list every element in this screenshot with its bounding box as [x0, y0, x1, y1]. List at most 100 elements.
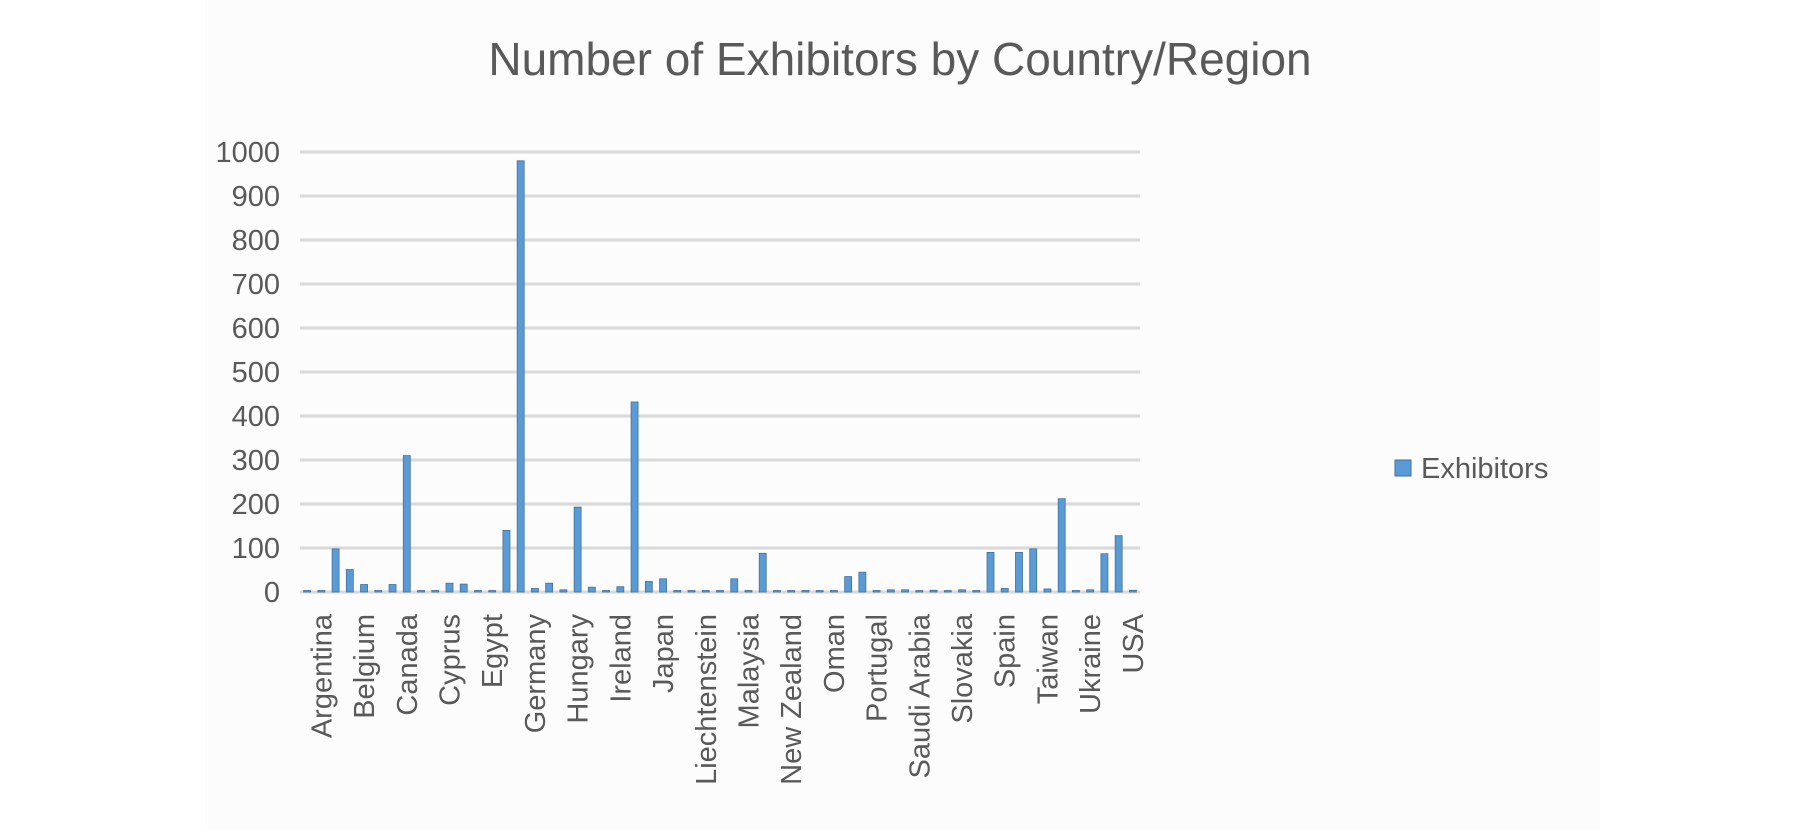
bar	[829, 590, 838, 593]
bar	[958, 589, 966, 593]
bar	[943, 590, 952, 593]
bar	[488, 590, 497, 593]
bar	[345, 569, 354, 593]
x-tick-label: USA	[1118, 613, 1150, 673]
bar	[402, 455, 411, 593]
bar	[730, 578, 739, 593]
bar	[559, 589, 568, 593]
bar	[901, 589, 909, 593]
bar	[787, 590, 796, 593]
bar	[701, 590, 710, 593]
bar	[417, 590, 425, 593]
x-tick-label: Cyprus	[434, 614, 466, 706]
bar	[431, 590, 440, 593]
bar	[915, 590, 924, 593]
bar-chart: Number of Exhibitors by Country/Region 0…	[215, 33, 1548, 785]
bar	[388, 584, 397, 593]
x-tick-label: Ukraine	[1075, 614, 1107, 714]
bar	[744, 590, 753, 593]
bar	[587, 586, 596, 593]
bar	[644, 581, 653, 593]
bar	[972, 590, 981, 593]
y-tick-label: 200	[232, 489, 280, 521]
bar	[545, 582, 554, 593]
bar	[687, 590, 696, 593]
bar	[374, 590, 383, 593]
legend-label: Exhibitors	[1421, 453, 1548, 485]
y-tick-label: 100	[232, 533, 280, 565]
bar	[1029, 548, 1038, 593]
x-tick-label: Ireland	[605, 614, 637, 703]
bar	[531, 588, 539, 593]
x-tick-label: Egypt	[477, 614, 509, 688]
bar	[630, 401, 639, 593]
y-axis-ticks: 0 100 200 300 400 500 600 700 800 900 1000	[215, 137, 280, 609]
bar	[502, 530, 511, 593]
bar	[602, 590, 611, 593]
bar	[1100, 553, 1109, 593]
bar	[459, 583, 468, 593]
chart-area: Number of Exhibitors by Country/Region 0…	[205, 0, 1600, 830]
bar	[1000, 588, 1009, 593]
chart-title: Number of Exhibitors by Country/Region	[488, 33, 1311, 85]
y-tick-label: 700	[232, 269, 280, 301]
x-tick-label: Malaysia	[733, 613, 765, 728]
x-tick-label: Hungary	[563, 614, 595, 724]
x-tick-label: Argentina	[306, 613, 338, 738]
y-tick-label: 0	[264, 577, 280, 609]
bar	[986, 552, 995, 593]
y-tick-label: 600	[232, 313, 280, 345]
bar	[858, 571, 867, 593]
bar	[331, 548, 340, 593]
bar	[1043, 588, 1052, 593]
y-tick-label: 500	[232, 357, 280, 389]
bar	[758, 552, 767, 593]
bar	[474, 590, 482, 593]
bar	[815, 590, 824, 593]
bar	[303, 590, 312, 593]
bar	[673, 590, 682, 593]
bar	[801, 590, 810, 593]
x-tick-label: Japan	[648, 614, 680, 693]
bar	[573, 506, 582, 593]
legend-swatch	[1394, 459, 1412, 477]
bar	[929, 589, 938, 593]
x-tick-label: Portugal	[862, 614, 894, 722]
x-tick-label: Slovakia	[947, 613, 979, 723]
y-tick-label: 300	[232, 445, 280, 477]
x-tick-label: Liechtenstein	[691, 614, 723, 785]
gridlines	[300, 150, 1140, 594]
y-tick-label: 400	[232, 401, 280, 433]
x-tick-label: New Zealand	[776, 614, 808, 785]
bar	[773, 590, 781, 593]
bar	[1057, 498, 1066, 593]
bar	[844, 576, 853, 593]
x-tick-label: Spain	[990, 614, 1022, 688]
bar	[872, 590, 881, 593]
x-tick-label: Saudi Arabia	[904, 613, 936, 778]
y-tick-label: 1000	[215, 137, 280, 169]
x-tick-label: Taiwan	[1032, 614, 1064, 704]
bar	[716, 590, 724, 593]
x-tick-label: Oman	[819, 614, 851, 693]
bar	[659, 578, 667, 593]
bar	[1114, 535, 1123, 593]
bar	[317, 590, 326, 593]
y-tick-label: 800	[232, 225, 280, 257]
bar	[1128, 589, 1137, 593]
x-tick-label: Canada	[392, 613, 424, 715]
x-tick-label: Germany	[520, 614, 552, 734]
bar	[360, 584, 368, 593]
bar	[1015, 552, 1023, 593]
y-tick-label: 900	[232, 181, 280, 213]
x-axis-ticks: Argentina Belgium Canada Cyprus Egypt Germany…	[306, 613, 1150, 785]
bar	[1072, 590, 1080, 593]
bar	[1086, 589, 1095, 593]
bar	[445, 582, 454, 593]
legend: Exhibitors	[1394, 453, 1548, 485]
bar	[886, 589, 895, 593]
bar	[516, 160, 525, 593]
x-tick-label: Belgium	[349, 614, 381, 719]
bars	[303, 160, 1137, 593]
bar	[616, 586, 625, 593]
